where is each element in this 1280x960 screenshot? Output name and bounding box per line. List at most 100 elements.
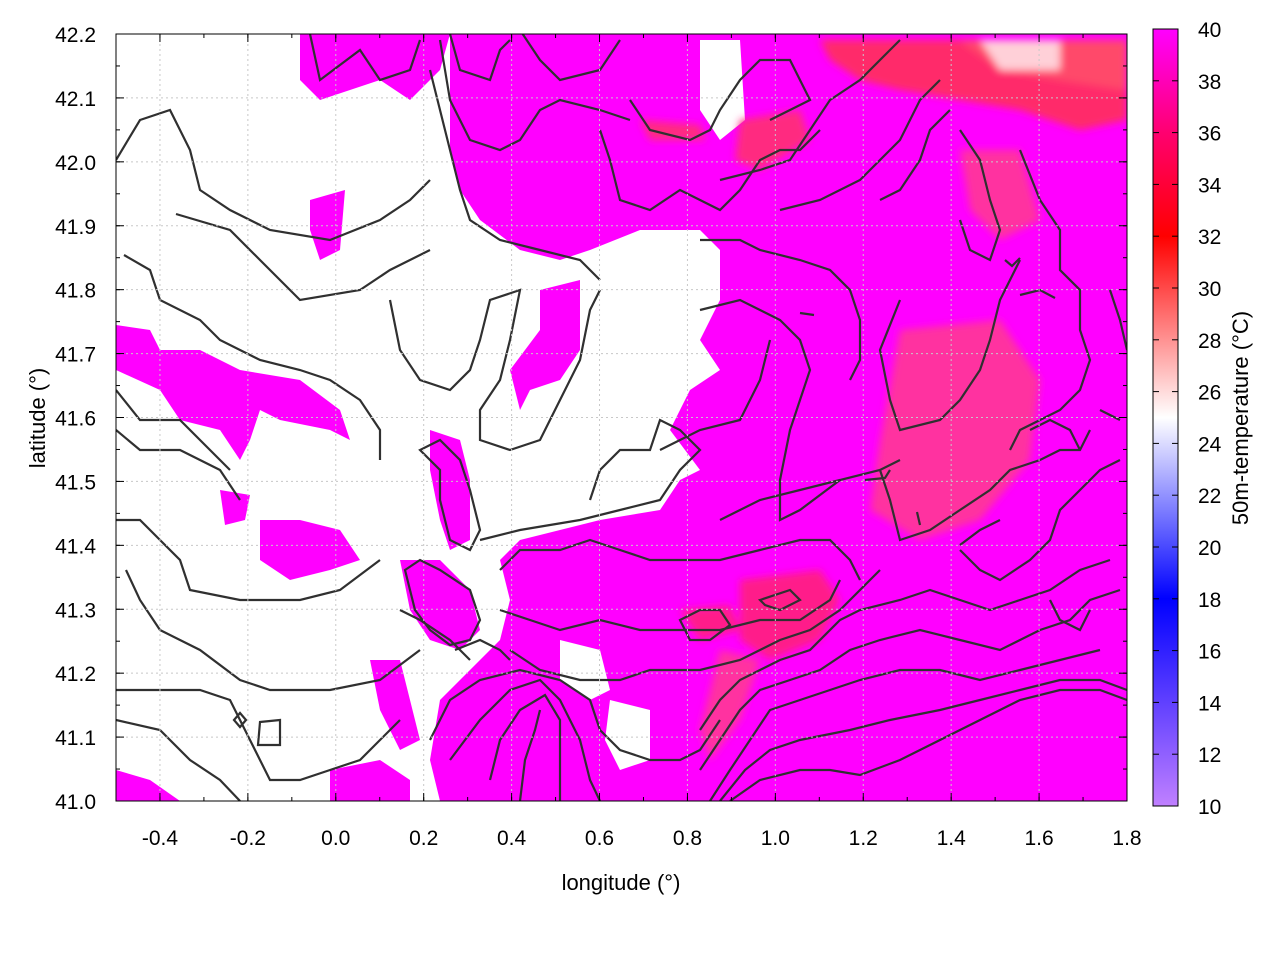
colorbar-tick-label: 24 xyxy=(1198,433,1222,456)
contour-line xyxy=(699,558,1111,731)
contour-line xyxy=(719,39,901,182)
contour-line xyxy=(428,69,601,281)
contour-line xyxy=(719,478,841,521)
colorbar-tick-label: 20 xyxy=(1198,537,1221,560)
contour-line xyxy=(116,718,241,801)
colorbar-title: 50m-temperature (°C) xyxy=(1228,311,1253,525)
contour-line xyxy=(1004,257,1021,268)
colorbar-tick-label: 30 xyxy=(1198,278,1221,301)
colorbar-tick-label: 34 xyxy=(1198,174,1222,197)
hot-blob-6 xyxy=(300,34,450,100)
y-tick-label: 41.9 xyxy=(55,216,96,239)
contour-line xyxy=(958,129,1002,262)
contour-line xyxy=(429,668,721,762)
x-tick-label: 0.0 xyxy=(321,827,350,850)
contour-line xyxy=(175,212,431,302)
contour-line xyxy=(256,718,282,747)
x-axis: -0.4 -0.2 0.0 0.2 0.4 0.6 0.8 1.0 1.2 1.4 1.6 1.8 xyxy=(115,34,1142,850)
x-tick-label: 1.6 xyxy=(1024,827,1053,850)
warm-patch-5 xyxy=(680,605,740,640)
hot-blob-5 xyxy=(510,280,580,410)
contour-line xyxy=(959,519,1001,546)
hot-blob-2 xyxy=(260,520,360,580)
y-tick-label: 41.6 xyxy=(55,408,96,431)
hot-blob-8 xyxy=(116,770,180,801)
contour-line xyxy=(719,678,1127,801)
colorbar-tick-label: 22 xyxy=(1198,485,1221,508)
contour-line xyxy=(388,288,601,452)
contour-line xyxy=(659,339,772,451)
colorbar-ticks: 10 12 14 16 18 20 22 24 26 28 30 32 34 36 38 40 xyxy=(1153,19,1222,819)
y-tick-label: 41.1 xyxy=(55,727,96,750)
contour-line xyxy=(499,538,861,581)
colorbar-tick-label: 38 xyxy=(1198,71,1221,94)
contour-line xyxy=(878,429,1091,542)
y-tick-label: 41.3 xyxy=(55,599,96,622)
colorbar-tick-label: 26 xyxy=(1198,382,1221,405)
x-tick-label: 0.6 xyxy=(585,827,614,850)
warm-patch-peak xyxy=(980,40,1060,70)
contour-line xyxy=(879,109,951,201)
warm-patch-2 xyxy=(735,110,810,170)
warm-patch-4 xyxy=(740,570,840,660)
colorbar-fill xyxy=(1152,28,1179,807)
y-tick-label: 42.1 xyxy=(55,88,96,111)
hot-blob-10 xyxy=(220,490,250,525)
contour-line xyxy=(399,609,471,661)
contour-line xyxy=(418,438,482,552)
x-tick-label: 1.8 xyxy=(1112,827,1141,850)
colorbar-tick-label: 32 xyxy=(1198,226,1221,249)
contour-line xyxy=(454,638,511,661)
contour-line xyxy=(449,678,601,801)
hot-blob-7 xyxy=(310,190,345,260)
y-axis: 41.0 41.1 41.2 41.3 41.4 41.5 41.6 41.7 41.8 41.9… xyxy=(55,24,1127,814)
contour-line xyxy=(1049,599,1091,632)
x-tick-label: 1.0 xyxy=(761,827,790,850)
x-tick-label: 0.2 xyxy=(409,827,438,850)
y-tick-label: 41.0 xyxy=(55,791,96,814)
warm-patch-3 xyxy=(640,120,705,140)
colorbar-tick-label: 12 xyxy=(1198,744,1221,767)
colorbar-tick-label: 14 xyxy=(1198,692,1222,715)
contour-line xyxy=(116,518,381,602)
cool-hole-1 xyxy=(605,700,650,770)
cool-hole-2 xyxy=(560,640,610,700)
contour-line xyxy=(116,688,401,782)
colorbar-tick-label: 18 xyxy=(1198,589,1221,612)
warm-patch-7 xyxy=(960,150,1040,240)
x-tick-label: -0.4 xyxy=(142,827,179,850)
x-axis-title: longitude (°) xyxy=(562,870,681,895)
contour-line xyxy=(521,34,621,82)
contour-line xyxy=(499,579,841,632)
colorbar-tick-label: 36 xyxy=(1198,123,1221,146)
contour-line xyxy=(878,259,1021,432)
y-tick-label: 42.0 xyxy=(55,152,96,175)
x-tick-label: 1.4 xyxy=(937,827,967,850)
contour-line xyxy=(799,311,815,317)
contour-line xyxy=(518,709,542,801)
contour-line xyxy=(959,459,1121,582)
contour-line xyxy=(232,711,248,729)
colorbar: 10 12 14 16 18 20 22 24 26 28 30 32 34 36 38 40 50m-tem… xyxy=(1152,19,1253,819)
contour-line xyxy=(125,569,421,692)
y-tick-label: 41.2 xyxy=(55,663,96,686)
cool-hole-3 xyxy=(700,40,745,140)
contour-line xyxy=(729,688,1127,801)
y-axis-title: latitude (°) xyxy=(25,368,50,469)
contour-line xyxy=(757,588,802,612)
contour-line xyxy=(509,569,881,682)
colorbar-tick-label: 10 xyxy=(1198,796,1221,819)
contour-line xyxy=(779,79,941,212)
contour-line xyxy=(1099,409,1121,421)
x-tick-label: 0.4 xyxy=(497,827,527,850)
contour-line xyxy=(864,469,891,482)
contour-line xyxy=(709,648,1101,801)
warm-patch-6 xyxy=(870,320,1040,540)
contour-line xyxy=(438,39,631,152)
contour-line xyxy=(700,238,862,381)
x-tick-label: 1.2 xyxy=(849,827,878,850)
y-tick-label: 42.2 xyxy=(55,24,96,47)
contour-line xyxy=(116,108,431,242)
hot-blob-11 xyxy=(330,760,410,801)
